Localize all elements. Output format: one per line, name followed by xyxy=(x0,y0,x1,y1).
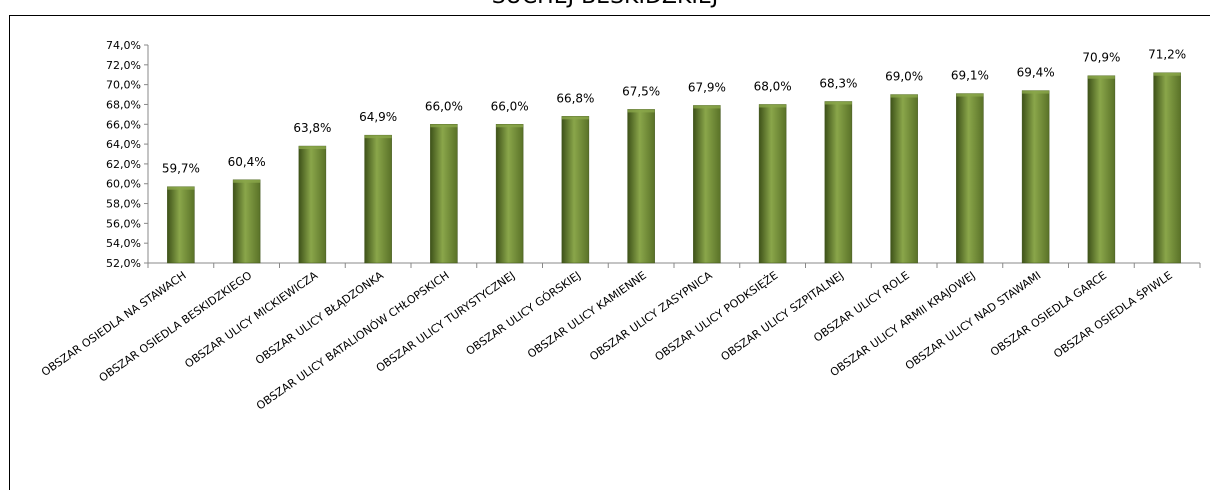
category-label: OBSZAR ULICY PODKSIĘŻE xyxy=(652,269,780,364)
y-tick-label: 64,0% xyxy=(106,138,141,151)
bar xyxy=(825,101,852,263)
bar-top xyxy=(365,135,392,138)
data-label: 70,9% xyxy=(1082,51,1120,65)
data-label: 67,9% xyxy=(688,80,726,94)
data-label: 69,4% xyxy=(1017,66,1055,80)
data-label: 64,9% xyxy=(359,110,397,124)
bar xyxy=(956,94,983,263)
category-label: OBSZAR ULICY KAMIENNE xyxy=(525,269,649,361)
bar-top xyxy=(299,146,326,149)
bar-top xyxy=(1088,76,1115,79)
bar-top xyxy=(891,95,918,98)
bar xyxy=(891,95,918,263)
y-axis: 52,0% 54,0% 56,0% 58,0% 60,0% 62,0% 64,0% 66,0%… xyxy=(106,39,148,270)
y-tick-label: 62,0% xyxy=(106,158,141,171)
y-tick-label: 58,0% xyxy=(106,198,141,211)
bar-top xyxy=(233,180,260,183)
category-label: OBSZAR ULICY ZASYPNICA xyxy=(587,269,715,364)
y-tick-label: 52,0% xyxy=(106,257,141,270)
y-tick-label: 60,0% xyxy=(106,178,141,191)
bar xyxy=(759,104,786,263)
y-tick-label: 56,0% xyxy=(106,217,141,230)
category-label: OBSZAR OSIEDLA GARCE xyxy=(988,269,1109,359)
bar-top xyxy=(1154,73,1181,76)
y-tick-label: 68,0% xyxy=(106,98,141,111)
bar xyxy=(1088,76,1115,263)
bar-top xyxy=(628,109,655,112)
data-label: 66,8% xyxy=(556,91,594,105)
category-label: OBSZAR ULICY TURYSTYCZNEJ xyxy=(374,269,518,375)
data-label: 66,0% xyxy=(425,99,463,113)
y-tick-label: 72,0% xyxy=(106,59,141,72)
data-label: 68,0% xyxy=(754,79,792,93)
bar-top xyxy=(759,104,786,107)
y-tick-label: 54,0% xyxy=(106,237,141,250)
bar xyxy=(496,124,523,263)
data-label: 59,7% xyxy=(162,162,200,176)
y-tick-label: 66,0% xyxy=(106,118,141,131)
bar-top xyxy=(693,105,720,108)
bar xyxy=(693,105,720,263)
category-label: OBSZAR ULICY GÓRSKIEJ xyxy=(464,269,584,358)
bar xyxy=(1022,91,1049,263)
bar-top xyxy=(496,124,523,127)
bar xyxy=(233,180,260,263)
bar xyxy=(628,109,655,263)
data-label: 66,0% xyxy=(491,99,529,113)
bar xyxy=(167,187,194,263)
y-tick-label: 74,0% xyxy=(106,39,141,52)
bars: 59,7% 60,4% 63,8% 64,9% 66,0% 66,0% 66,8% 67,5%… xyxy=(162,48,1186,263)
bar-top xyxy=(956,94,983,97)
category-label: OBSZAR ULICY NAD STAWAMI xyxy=(903,269,1043,373)
bar xyxy=(365,135,392,263)
data-label: 60,4% xyxy=(228,155,266,169)
bar xyxy=(1154,73,1181,263)
bar-top xyxy=(825,101,852,104)
category-label: OBSZAR ULICY MICKIEWICZA xyxy=(182,269,320,371)
data-label: 69,0% xyxy=(885,70,923,84)
bar xyxy=(430,124,457,263)
data-label: 69,1% xyxy=(951,69,989,83)
bar-top xyxy=(167,187,194,190)
data-label: 63,8% xyxy=(293,121,331,135)
data-label: 71,2% xyxy=(1148,48,1186,62)
bar-top xyxy=(1022,91,1049,94)
bar-top xyxy=(430,124,457,127)
bar xyxy=(562,116,589,263)
bar-top xyxy=(562,116,589,119)
data-label: 68,3% xyxy=(819,76,857,90)
category-label: OBSZAR OSIEDLA ŚPIWLE xyxy=(1051,269,1175,361)
bar xyxy=(299,146,326,263)
data-label: 67,5% xyxy=(622,84,660,98)
category-label: OBSZAR ULICY SZPITALNEJ xyxy=(718,269,846,364)
y-tick-label: 70,0% xyxy=(106,79,141,92)
category-label: OBSZAR ULICY BŁĄDZONKA xyxy=(253,269,386,368)
